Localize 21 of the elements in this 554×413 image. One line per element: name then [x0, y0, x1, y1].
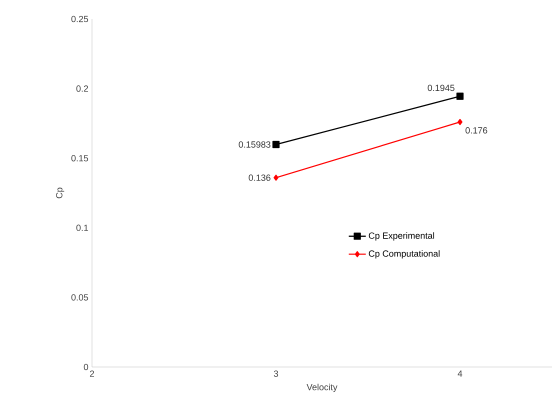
x-tick-label: 2 [90, 370, 94, 377]
data-label: 0.136 [248, 174, 270, 181]
legend-label: Cp Experimental [368, 232, 434, 241]
legend-label: Cp Computational [368, 250, 440, 259]
point [456, 92, 464, 100]
y-tick-label: 0 [84, 364, 88, 370]
x-tick-label: 3 [274, 370, 278, 377]
y-tick-label: 0.05 [71, 294, 88, 301]
y-tick-label: 0.1 [76, 224, 88, 231]
point [272, 140, 280, 148]
data-label: 0.176 [466, 127, 488, 134]
x-tick-label: 4 [458, 370, 462, 377]
y-tick-label: 0.15 [71, 155, 88, 162]
y-tick-label: 0.25 [71, 16, 88, 22]
point [458, 118, 462, 126]
y-axis-title: Cp [56, 188, 64, 198]
y-tick-label: 0.2 [76, 85, 88, 92]
data-label: 0.1945 [428, 84, 454, 92]
data-label: 0.15983 [238, 141, 270, 148]
point [274, 174, 278, 181]
x-axis-title: Velocity [306, 384, 338, 392]
